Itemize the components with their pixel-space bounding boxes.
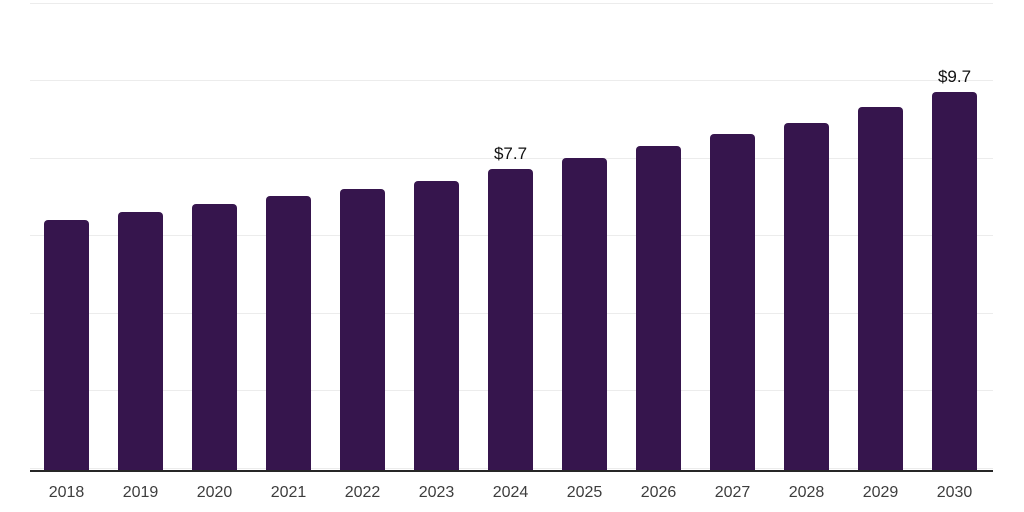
x-tick-2020: 2020 (196, 484, 233, 501)
bar-2029 (858, 107, 903, 470)
x-tick-2022: 2022 (344, 484, 381, 501)
bar-2026 (636, 145, 681, 470)
x-tick-2027: 2027 (714, 484, 751, 501)
data-label-2024: $7.7 (493, 144, 528, 164)
bar-2028 (784, 122, 829, 470)
x-tick-2028: 2028 (788, 484, 825, 501)
bar-2023 (414, 180, 459, 470)
x-tick-2021: 2021 (270, 484, 307, 501)
x-tick-2025: 2025 (566, 484, 603, 501)
data-label-2030: $9.7 (937, 66, 972, 86)
bar-2022 (340, 188, 385, 470)
x-tick-2018: 2018 (48, 484, 85, 501)
bar-2019 (118, 211, 163, 470)
x-tick-2024: 2024 (492, 484, 529, 501)
x-tick-2029: 2029 (862, 484, 899, 501)
bar-2030 (932, 91, 977, 470)
bar-2020 (192, 204, 237, 470)
x-tick-2023: 2023 (418, 484, 455, 501)
bar-2025 (562, 157, 607, 470)
gridline-y-10 (30, 80, 993, 81)
bar-2021 (266, 196, 311, 470)
bar-2018 (44, 219, 89, 470)
bar-2024 (488, 169, 533, 470)
bar-2027 (710, 134, 755, 470)
x-tick-2019: 2019 (122, 484, 159, 501)
x-tick-2030: 2030 (936, 484, 973, 501)
x-tick-2026: 2026 (640, 484, 677, 501)
x-axis-line (30, 470, 993, 472)
gridline-y-12 (30, 2, 993, 4)
